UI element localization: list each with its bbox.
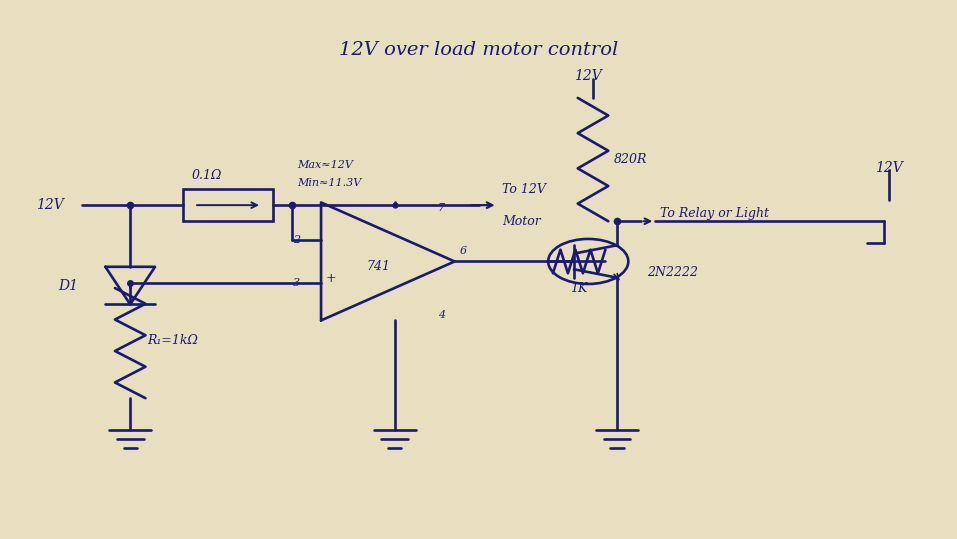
- Text: 7: 7: [438, 203, 445, 213]
- Text: Motor: Motor: [502, 215, 541, 228]
- Text: 12V over load motor control: 12V over load motor control: [339, 40, 618, 59]
- Text: 3: 3: [293, 278, 300, 288]
- Text: 2N2222: 2N2222: [647, 266, 699, 279]
- Text: 2: 2: [293, 235, 300, 245]
- Text: D1: D1: [58, 279, 78, 293]
- Text: 1K: 1K: [570, 282, 588, 295]
- Text: +: +: [325, 272, 337, 285]
- Text: Min≈11.3V: Min≈11.3V: [298, 178, 362, 188]
- Text: 4: 4: [438, 310, 445, 320]
- Text: To 12V: To 12V: [502, 183, 546, 196]
- Bar: [183, 189, 274, 221]
- Text: 0.1Ω: 0.1Ω: [191, 169, 222, 182]
- Text: To Relay or Light: To Relay or Light: [660, 206, 769, 220]
- Text: R₁=1kΩ: R₁=1kΩ: [147, 334, 198, 347]
- Text: 820R: 820R: [614, 153, 647, 166]
- Text: Max≈12V: Max≈12V: [298, 160, 353, 170]
- Text: 6: 6: [459, 246, 467, 255]
- Text: 12V: 12V: [875, 161, 902, 175]
- Text: 741: 741: [367, 260, 390, 273]
- Text: 12V: 12V: [35, 198, 63, 212]
- Text: 12V: 12V: [574, 70, 602, 84]
